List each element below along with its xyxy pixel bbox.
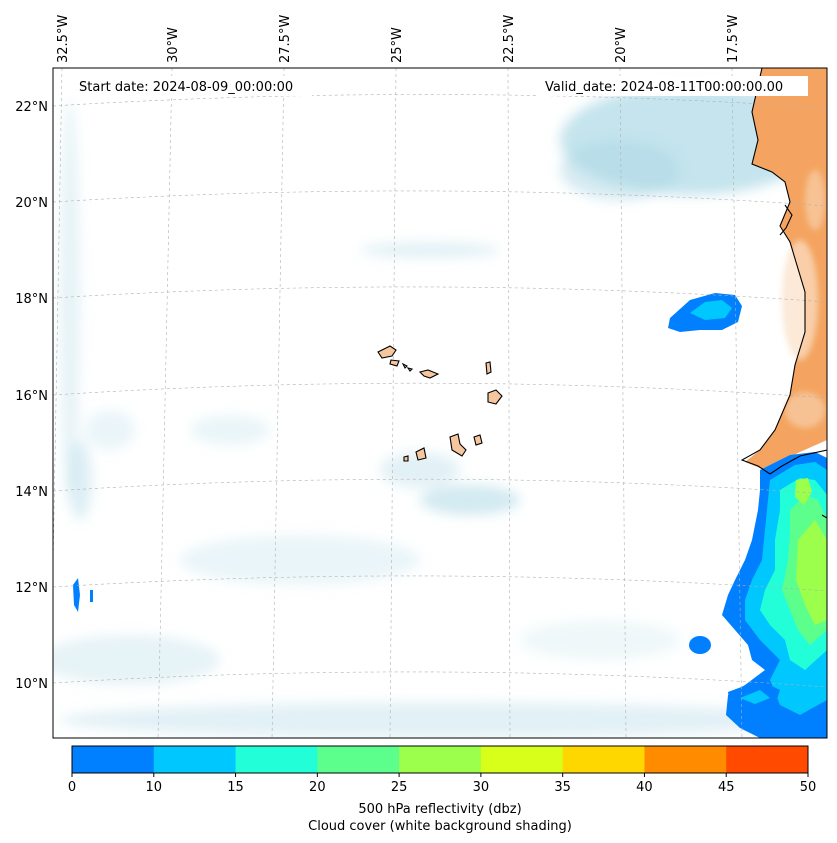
coastline [740,68,827,475]
colorbar-tick-label-1: 10 [146,780,163,795]
lat-label-3: 16°N [15,389,48,404]
cloud-cover-shading [53,85,820,738]
colorbar-frame [71,745,809,774]
colorbar-swatches [72,746,809,773]
reflectivity-field [73,293,827,738]
graticule [53,68,827,738]
colorbar: 0 10 15 20 25 30 35 40 45 50 500 hPa reflectivity… [68,745,816,834]
colorbar-tick-label-2: 15 [227,780,244,795]
map-content: Start date: 2024-08-09_00:00:00 Valid_da… [53,68,827,738]
colorbar-swatch-1 [153,746,237,773]
colorbar-tick-label-9: 50 [800,780,817,795]
lon-label-2: 27.5°W [278,15,293,63]
colorbar-label-line2: Cloud cover (white background shading) [308,819,572,834]
colorbar-swatch-8 [726,746,809,773]
lat-label-5: 12°N [15,581,48,596]
valid-date-label: Valid_date: 2024-08-11T00:00:00.00 [545,80,783,95]
coast-south [821,514,827,519]
colorbar-swatch-7 [644,746,727,773]
lat-label-0: 22°N [15,100,48,115]
cape-verde-islands [377,345,503,462]
colorbar-swatch-5 [480,746,564,773]
colorbar-swatch-0 [72,746,155,773]
colorbar-tick-label-4: 25 [391,780,408,795]
lon-label-4: 22.5°W [502,15,517,63]
colorbar-label-line1: 500 hPa reflectivity (dbz) [358,802,521,817]
lon-label-3: 25°W [390,27,405,63]
land-shading [782,170,825,428]
lon-label-1: 30°W [166,27,181,63]
colorbar-tick-label-5: 30 [473,780,490,795]
colorbar-swatch-6 [562,746,645,773]
lon-label-0: 32.5°W [56,15,71,63]
colorbar-tick-label-8: 45 [718,780,735,795]
colorbar-swatch-4 [399,746,482,773]
colorbar-swatch-2 [235,746,318,773]
longitude-labels: 32.5°W 30°W 27.5°W 25°W 22.5°W 20°W 17.5… [56,15,741,63]
coast-inlet [779,204,793,236]
start-date-box [72,76,312,96]
start-date-label: Start date: 2024-08-09_00:00:00 [79,80,293,95]
colorbar-tick-label-7: 40 [636,780,653,795]
map-frame [52,67,828,739]
lat-label-2: 18°N [15,292,48,307]
africa-land-fill [745,68,827,470]
valid-date-box [538,76,808,96]
lat-label-1: 20°N [15,196,48,211]
colorbar-tick-label-3: 20 [309,780,326,795]
lat-label-6: 10°N [15,677,48,692]
colorbar-tick-label-6: 35 [554,780,571,795]
latitude-labels: 22°N 20°N 18°N 16°N 14°N 12°N 10°N [15,100,48,692]
colorbar-swatch-3 [317,746,400,773]
lon-label-5: 20°W [614,27,629,63]
colorbar-ticks: 0 10 15 20 25 30 35 40 45 50 [68,773,816,795]
lat-label-4: 14°N [15,485,48,500]
lon-label-6: 17.5°W [726,15,741,63]
colorbar-tick-label-0: 0 [68,780,76,795]
